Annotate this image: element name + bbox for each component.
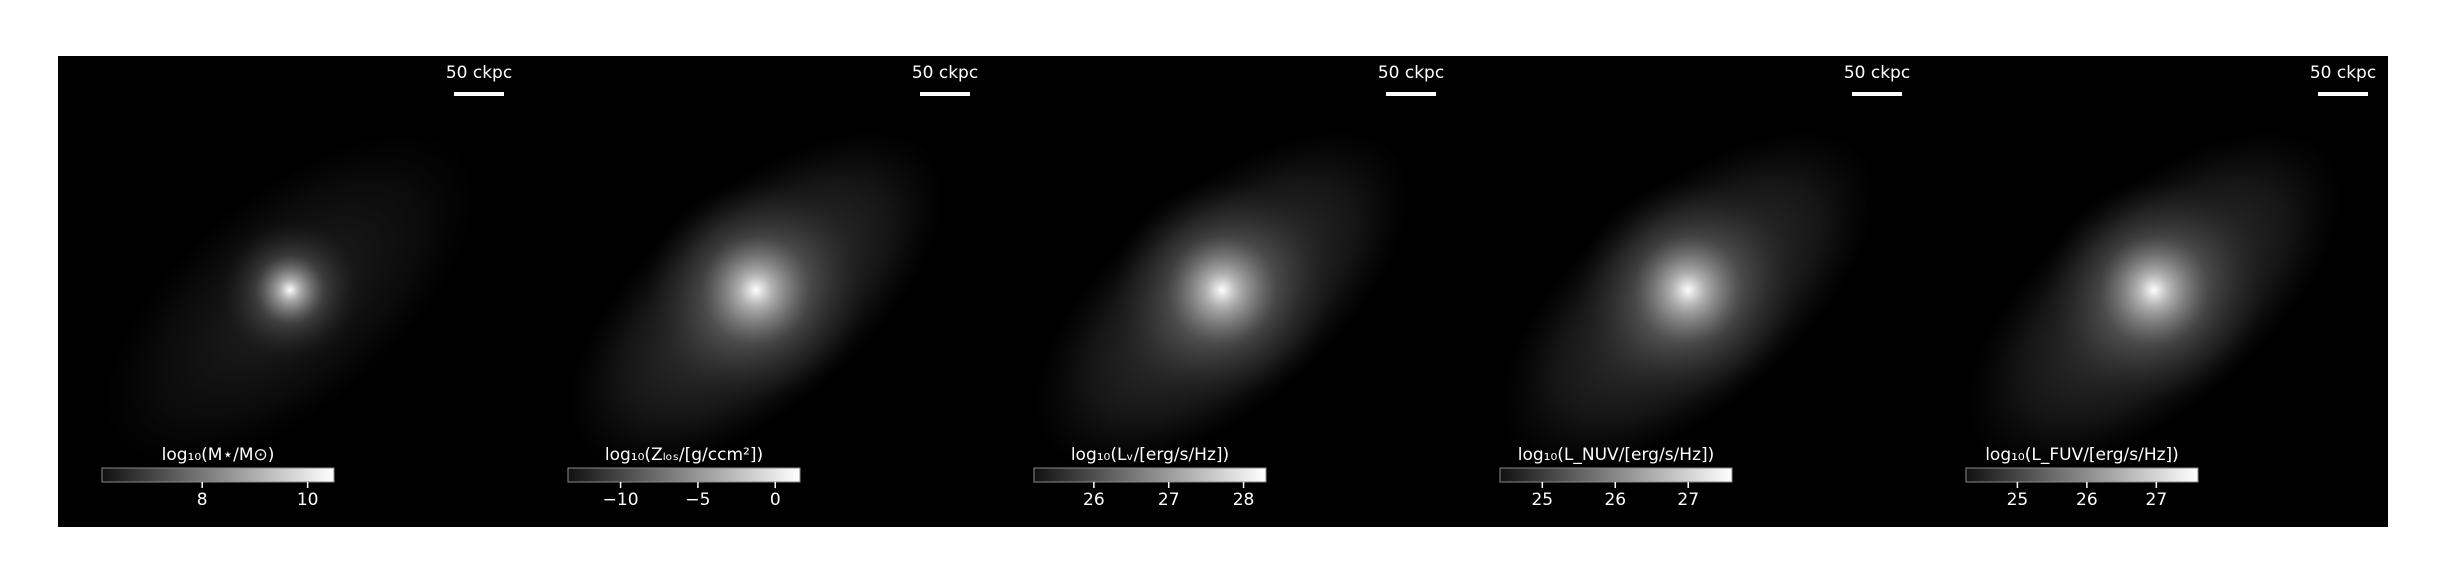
colorbar-tick-label: 26 bbox=[2076, 490, 2098, 510]
colorbar bbox=[1033, 467, 1267, 483]
colorbar-tick-label: 27 bbox=[2146, 490, 2168, 510]
galaxy-core bbox=[1112, 180, 1332, 400]
colorbar-tick-label: 27 bbox=[1677, 490, 1699, 510]
colorbar-tick-label: 28 bbox=[1233, 490, 1255, 510]
scale-bar-label: 50 ckpc bbox=[1844, 63, 1910, 83]
colorbar-tick-label: 8 bbox=[197, 490, 208, 510]
scale-bar-label: 50 ckpc bbox=[2310, 63, 2376, 83]
colorbar-label: log₁₀(M⋆/M⊙) bbox=[162, 445, 275, 465]
colorbar-tick-label: 27 bbox=[1158, 490, 1180, 510]
colorbar-tick-label: 0 bbox=[770, 490, 781, 510]
colorbar-tick-label: 25 bbox=[1531, 490, 1553, 510]
scale-bar bbox=[1852, 92, 1902, 96]
scale-bar bbox=[1386, 92, 1436, 96]
colorbar bbox=[1965, 467, 2199, 483]
scale-bar bbox=[2318, 92, 2368, 96]
colorbar-label: log₁₀(L_NUV/[erg/s/Hz]) bbox=[1518, 445, 1715, 465]
colorbar-tick-label: 26 bbox=[1604, 490, 1626, 510]
colorbar-tick-label: 26 bbox=[1083, 490, 1105, 510]
colorbar-label: log₁₀(Lᵥ/[erg/s/Hz]) bbox=[1071, 445, 1229, 465]
colorbar bbox=[1499, 467, 1733, 483]
scale-bar-label: 50 ckpc bbox=[446, 63, 512, 83]
colorbar-tick-label: −10 bbox=[603, 490, 639, 510]
colorbar-tick-label: −5 bbox=[685, 490, 710, 510]
galaxy-core bbox=[220, 220, 360, 360]
colorbar bbox=[567, 467, 801, 483]
colorbar-label: log₁₀(L_FUV/[erg/s/Hz]) bbox=[1985, 445, 2179, 465]
colorbar bbox=[101, 467, 335, 483]
scale-bar-label: 50 ckpc bbox=[912, 63, 978, 83]
galaxy-core bbox=[646, 180, 866, 400]
galaxy-core bbox=[1578, 180, 1798, 400]
colorbar-tick-label: 10 bbox=[297, 490, 319, 510]
galaxy-core bbox=[2044, 180, 2264, 400]
scale-bar-label: 50 ckpc bbox=[1378, 63, 1444, 83]
colorbar-tick-label: 25 bbox=[2007, 490, 2029, 510]
colorbar-label: log₁₀(Zₗₒₛ/[g/ccm²]) bbox=[605, 445, 763, 465]
scale-bar bbox=[454, 92, 504, 96]
scale-bar bbox=[920, 92, 970, 96]
